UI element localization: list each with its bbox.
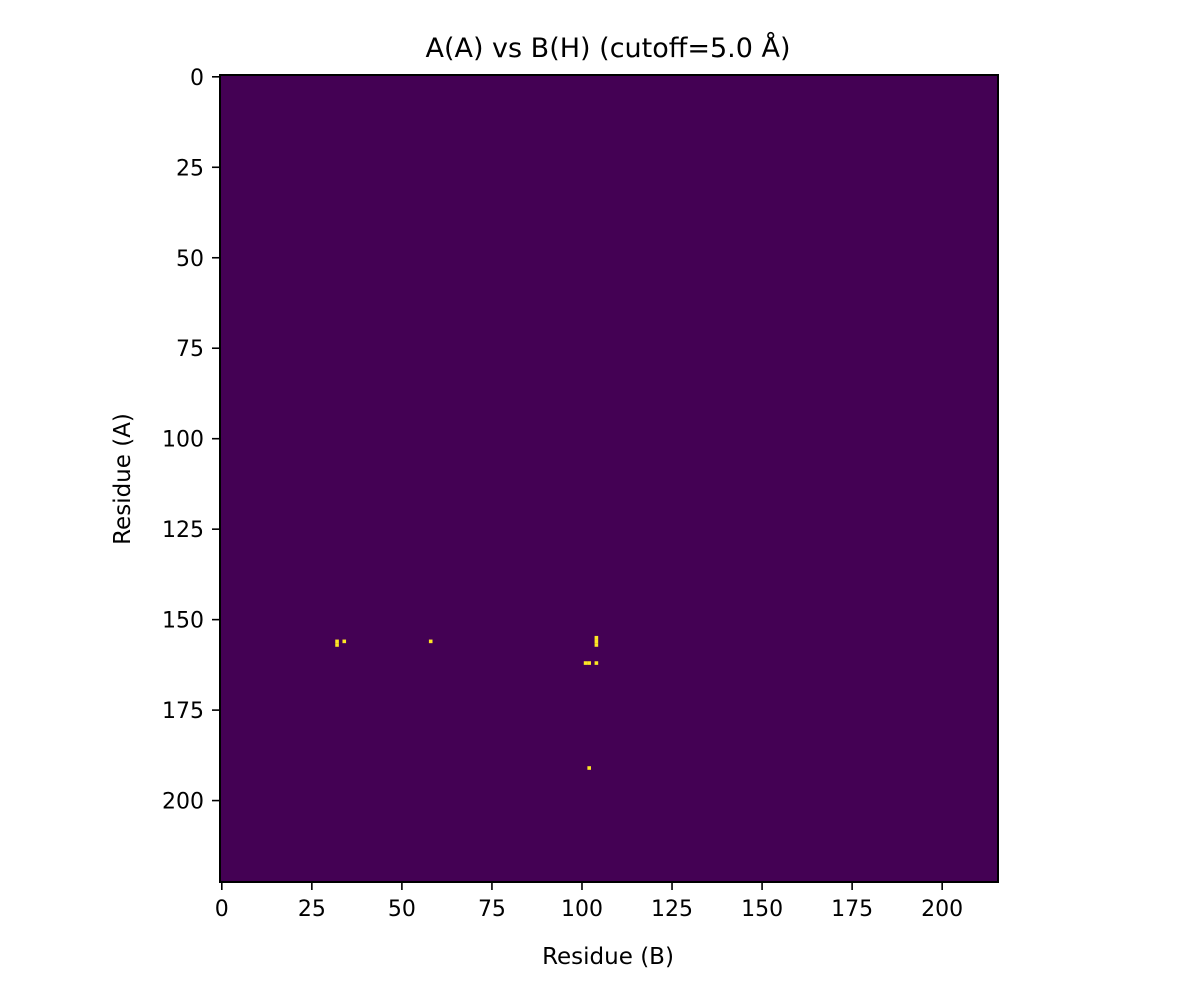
contact-cell bbox=[594, 661, 599, 665]
y-tick-label: 0 bbox=[190, 66, 204, 91]
plot-frame bbox=[219, 74, 999, 883]
y-axis: 0 25 50 75 100 125 150 175 200 bbox=[162, 66, 220, 815]
contact-cell bbox=[594, 639, 599, 644]
x-tick-label: 125 bbox=[651, 897, 693, 922]
x-tick-label: 100 bbox=[561, 897, 603, 922]
contact-cells bbox=[335, 635, 599, 770]
contact-cell bbox=[342, 639, 347, 644]
x-tick-label: 25 bbox=[298, 897, 326, 922]
y-tick-label: 175 bbox=[162, 699, 204, 724]
contact-cell bbox=[587, 766, 591, 770]
contact-cell bbox=[594, 643, 599, 647]
x-tick-label: 50 bbox=[388, 897, 416, 922]
chart-title: A(A) vs B(H) (cutoff=5.0 Å) bbox=[425, 32, 790, 64]
contact-cell bbox=[594, 635, 599, 640]
y-tick-label: 125 bbox=[162, 518, 204, 543]
x-axis: 0 25 50 75 100 125 150 175 200 bbox=[215, 882, 963, 922]
x-tick-label: 75 bbox=[478, 897, 506, 922]
x-tick-label: 150 bbox=[741, 897, 783, 922]
y-tick-label: 100 bbox=[162, 428, 204, 453]
y-tick-label: 200 bbox=[162, 790, 204, 815]
plot-area bbox=[219, 74, 999, 883]
y-tick-label: 50 bbox=[176, 247, 204, 272]
x-axis-label: Residue (B) bbox=[542, 944, 674, 970]
contact-cell bbox=[587, 661, 591, 665]
y-axis-label: Residue (A) bbox=[110, 413, 136, 545]
x-tick-label: 200 bbox=[921, 897, 963, 922]
contact-cell bbox=[335, 639, 339, 644]
x-tick-label: 0 bbox=[215, 897, 229, 922]
contact-cell bbox=[335, 643, 339, 647]
y-tick-label: 25 bbox=[176, 156, 204, 181]
y-tick-label: 75 bbox=[176, 337, 204, 362]
y-tick-label: 150 bbox=[162, 609, 204, 634]
x-tick-label: 175 bbox=[831, 897, 873, 922]
contact-cell bbox=[583, 661, 588, 665]
contact-cell bbox=[428, 639, 433, 644]
heatmap-background bbox=[220, 75, 998, 882]
